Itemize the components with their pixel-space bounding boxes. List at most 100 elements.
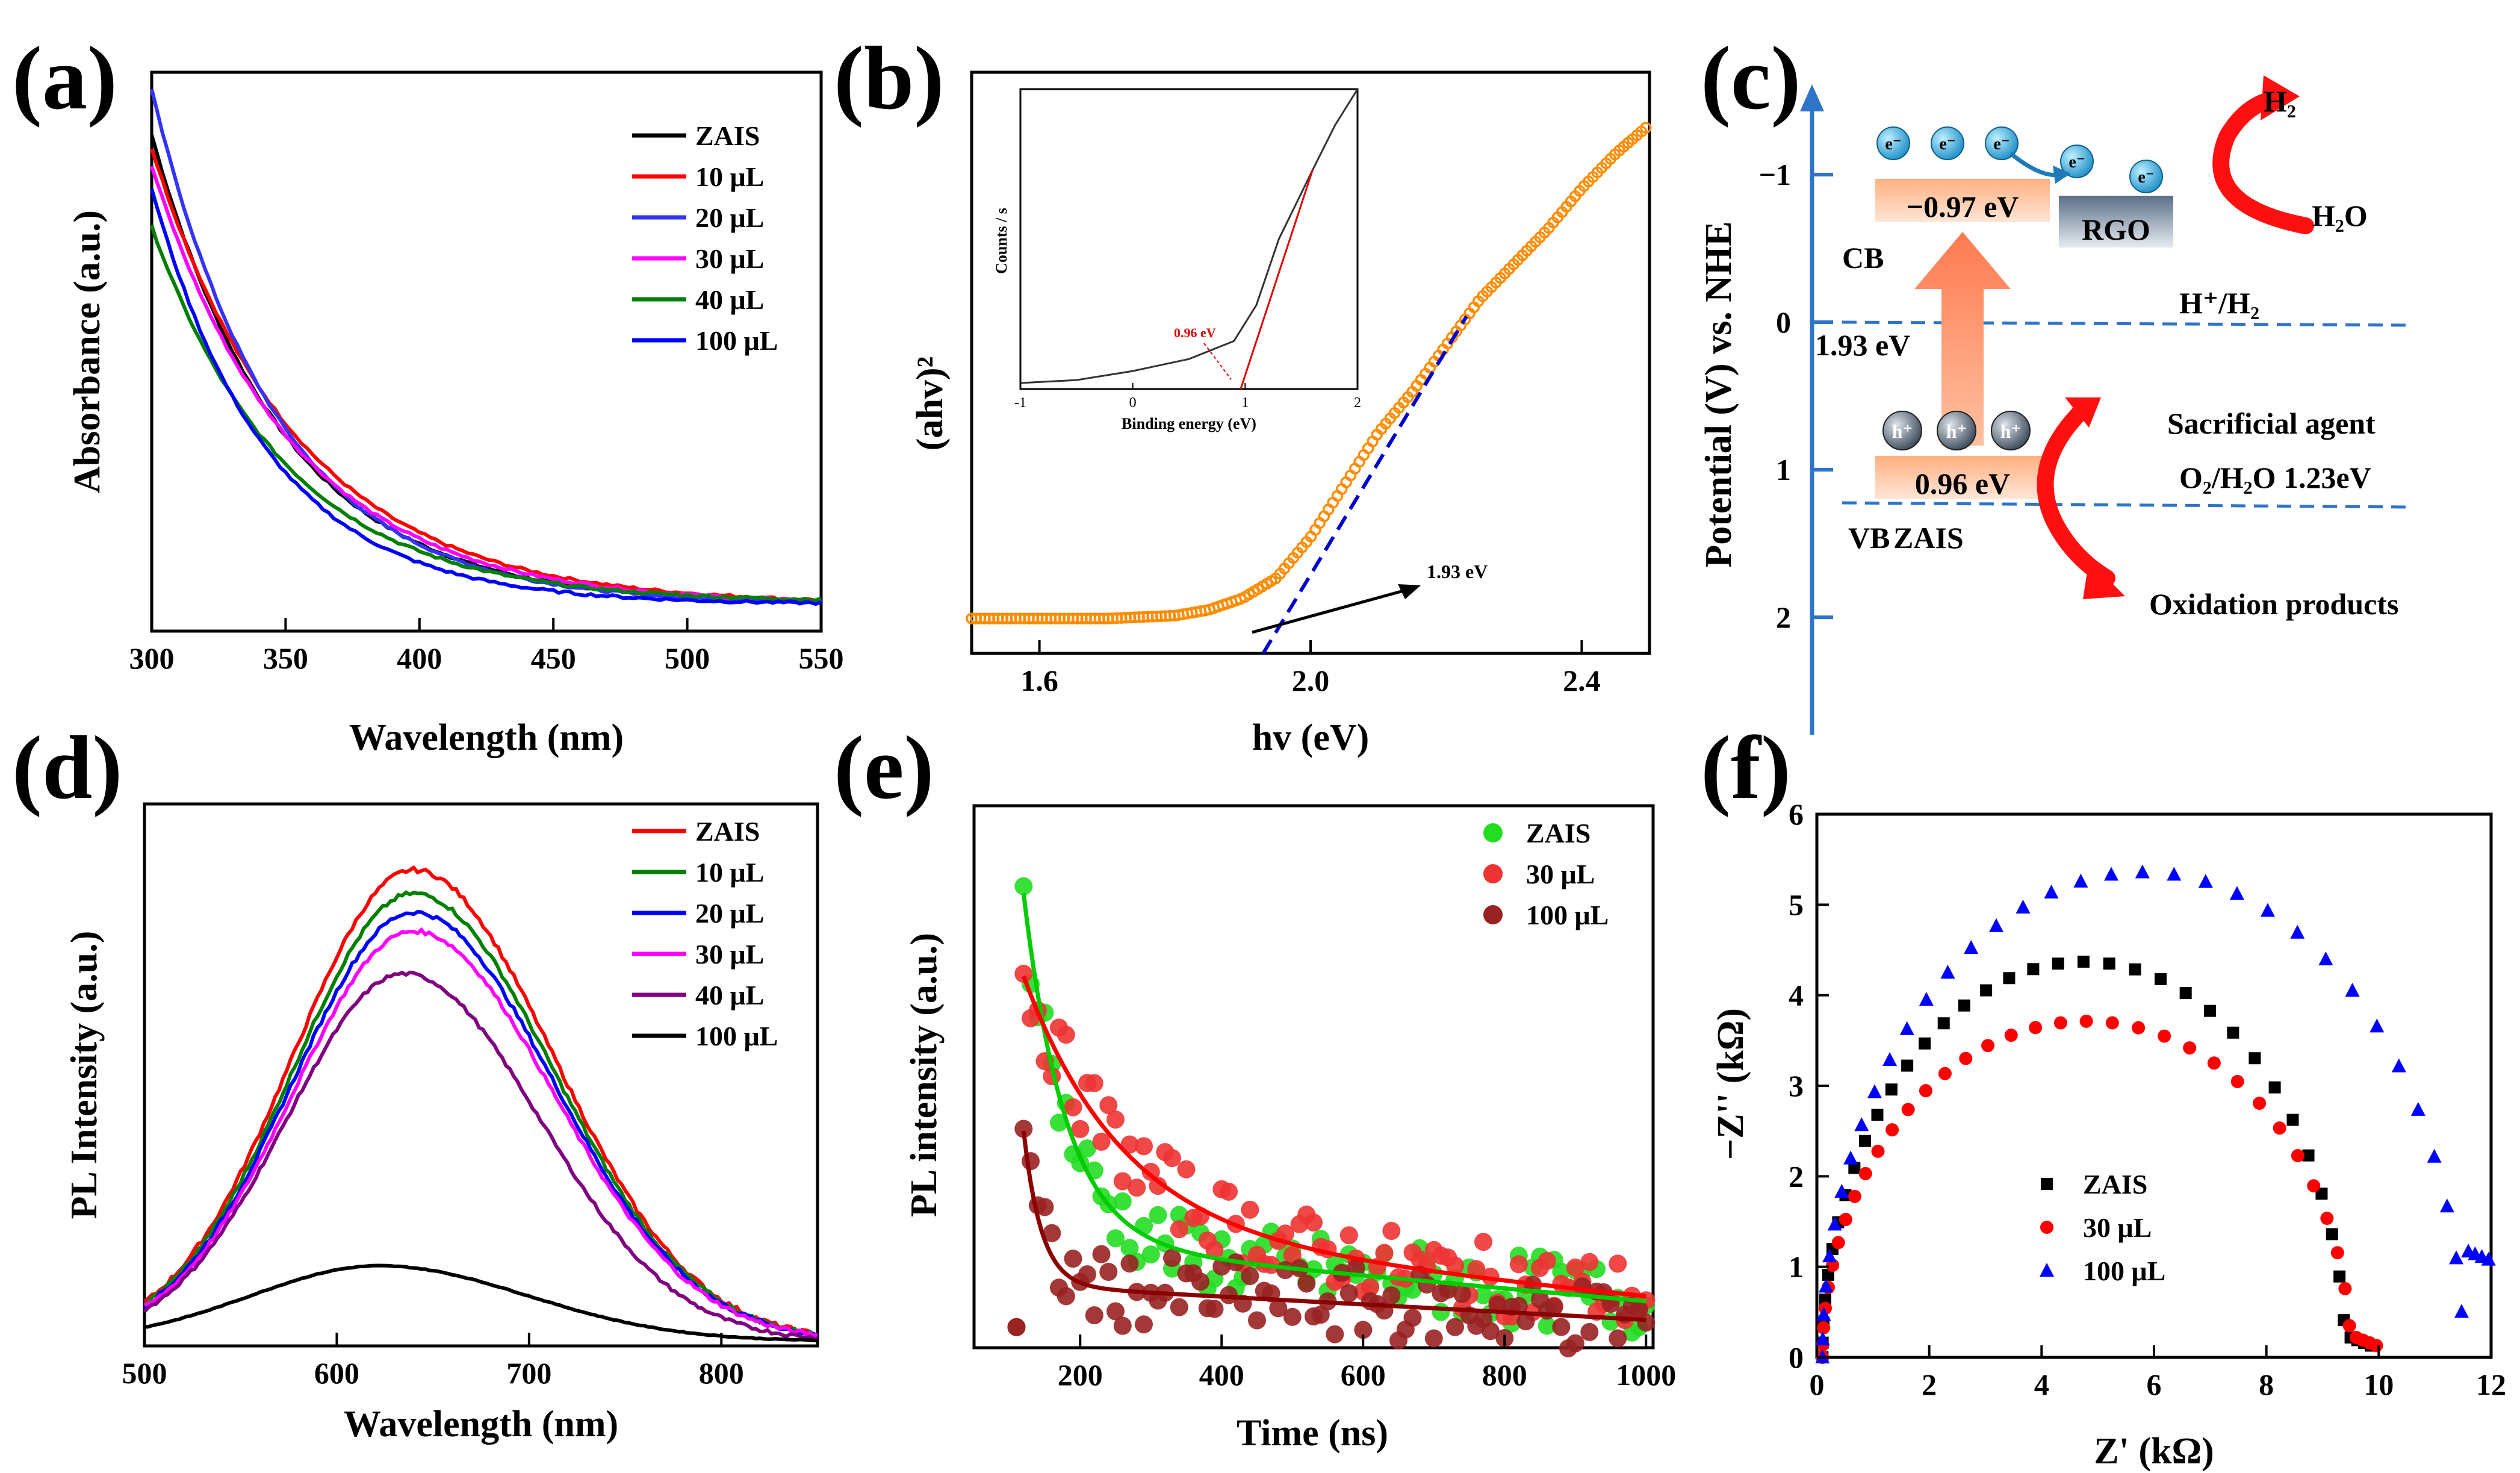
nyquist-point bbox=[1817, 1321, 1831, 1334]
x-tick-label: 4 bbox=[2034, 1368, 2049, 1401]
potential-tick-m1: −1 bbox=[1759, 158, 1792, 192]
decay-point bbox=[1637, 1313, 1656, 1332]
y-axis-label-a: Absorbance (a.u.) bbox=[67, 210, 108, 493]
nyquist-point bbox=[1958, 999, 1970, 1012]
hole-label-3: h⁺ bbox=[2000, 420, 2022, 442]
x-axis-label-f: Z' (kΩ) bbox=[2094, 1431, 2214, 1472]
y-tick-label: 4 bbox=[1789, 979, 1804, 1012]
decay-point bbox=[1170, 1220, 1188, 1239]
decay-point bbox=[1113, 1192, 1132, 1210]
electron-4 bbox=[2060, 145, 2094, 178]
nyquist-point bbox=[2427, 1148, 2442, 1163]
decay-point bbox=[1361, 1278, 1379, 1297]
decay-point bbox=[1481, 1322, 1500, 1341]
oxidation-arrow bbox=[2037, 401, 2115, 587]
potential-ticks bbox=[1812, 173, 1833, 619]
nyquist-point bbox=[2129, 963, 2141, 976]
nyquist-point bbox=[2004, 1029, 2018, 1042]
inset-spectrum bbox=[1020, 89, 1359, 384]
x-tick-label: 2.0 bbox=[1292, 664, 1330, 697]
decay-point bbox=[1064, 1250, 1082, 1268]
decay-point bbox=[1149, 1177, 1167, 1195]
decay-point bbox=[1050, 1113, 1068, 1132]
bandgap-annotation: 1.93 eV bbox=[1427, 561, 1488, 582]
nyquist-point bbox=[2029, 1021, 2043, 1035]
nyquist-point bbox=[2345, 983, 2360, 997]
nyquist-point bbox=[1843, 1150, 1858, 1165]
nyquist-point bbox=[1858, 1166, 1872, 1180]
nyquist-point bbox=[1827, 1216, 1842, 1231]
nyquist-point bbox=[1901, 1059, 1914, 1072]
x-ticks-e: 200 400 600 800 1000 bbox=[1058, 1334, 1676, 1392]
decay-point bbox=[1043, 1224, 1061, 1242]
plot-frame-d bbox=[143, 802, 819, 1348]
decay-point bbox=[1382, 1222, 1401, 1240]
legend-label: 30 μL bbox=[1526, 859, 1595, 889]
legend-label: 100 μL bbox=[1526, 900, 1609, 930]
decay-point bbox=[1205, 1300, 1224, 1318]
decay-point bbox=[1092, 1132, 1111, 1151]
nyquist-point bbox=[1882, 1052, 1898, 1067]
decay-point bbox=[1509, 1255, 1528, 1274]
nyquist-point bbox=[2052, 958, 2064, 970]
nyquist-point bbox=[2481, 1251, 2496, 1266]
nyquist-point bbox=[2230, 1074, 2244, 1088]
y-axis-label-d: PL Intensity (a.u.) bbox=[64, 931, 105, 1219]
o2-h2o-level bbox=[1842, 501, 2409, 509]
electron-label-1: e⁻ bbox=[1885, 135, 1901, 154]
h2-evolution-arrow bbox=[2212, 91, 2314, 234]
decay-point bbox=[1220, 1182, 1238, 1201]
inset-annotation: 0.96 eV bbox=[1174, 325, 1216, 340]
bandgap-label: 1.93 eV bbox=[1815, 328, 1910, 362]
nyquist-point bbox=[1839, 1213, 1852, 1227]
decay-point bbox=[1297, 1274, 1316, 1293]
decay-point bbox=[1163, 1248, 1181, 1267]
panel-e: (e) 200 400 600 800 1000 Time (ns) PL intens… bbox=[834, 718, 1676, 1454]
nyquist-point bbox=[2040, 1221, 2053, 1234]
decay-point bbox=[1566, 1334, 1584, 1353]
holes: h⁺ h⁺ h⁺ bbox=[1882, 411, 2031, 450]
y-tick-label: 2 bbox=[1789, 1159, 1804, 1193]
inset-x-tick-label: -1 bbox=[1014, 395, 1026, 411]
x-tick-label: 500 bbox=[665, 641, 710, 675]
electron-3 bbox=[1985, 126, 2019, 160]
nyquist-point bbox=[2273, 1121, 2286, 1135]
decay-point bbox=[1453, 1285, 1471, 1303]
nyquist-point bbox=[2229, 886, 2244, 900]
decay-point bbox=[1135, 1137, 1153, 1156]
zais-label: ZAIS bbox=[1893, 521, 1964, 555]
legend-label: 40 μL bbox=[695, 284, 764, 315]
nyquist-point bbox=[1831, 1236, 1845, 1250]
decay-fit bbox=[1022, 975, 1646, 1298]
decay-point bbox=[1120, 1254, 1139, 1273]
decay-point bbox=[1113, 1316, 1132, 1335]
nyquist-point bbox=[1871, 1109, 1884, 1121]
absorbance-series bbox=[150, 188, 822, 606]
x-tick-label: 600 bbox=[314, 1356, 359, 1390]
x-tick-label: 200 bbox=[1058, 1358, 1103, 1392]
potential-tick-2: 2 bbox=[1776, 600, 1791, 634]
electron-transfer-arrowhead bbox=[2053, 166, 2071, 184]
absorbance-series bbox=[150, 225, 822, 603]
nyquist-point bbox=[2158, 1029, 2171, 1043]
decay-point bbox=[1375, 1244, 1394, 1262]
x-tick-label: 300 bbox=[129, 641, 175, 675]
nyquist-point bbox=[2104, 867, 2119, 881]
nyquist-point bbox=[1834, 1183, 1849, 1198]
nyquist-point bbox=[2079, 1014, 2093, 1028]
legend-label: 30 μL bbox=[695, 939, 764, 970]
legend-label: 40 μL bbox=[695, 980, 764, 1011]
decay-point bbox=[1057, 1026, 1075, 1044]
nyquist-point bbox=[2268, 1081, 2281, 1094]
decay-point bbox=[1488, 1295, 1507, 1314]
inset-fit-line bbox=[1240, 169, 1314, 390]
decay-fit bbox=[1021, 1130, 1646, 1322]
x-tick-label: 1.6 bbox=[1020, 664, 1058, 697]
x-tick-label: 400 bbox=[397, 641, 442, 675]
x-tick-label: 700 bbox=[506, 1356, 551, 1390]
decay-point bbox=[1078, 1139, 1096, 1157]
nyquist-point bbox=[2290, 924, 2305, 939]
electron-label-4: e⁻ bbox=[2068, 153, 2085, 172]
electron-label-3: e⁻ bbox=[1993, 135, 2009, 154]
